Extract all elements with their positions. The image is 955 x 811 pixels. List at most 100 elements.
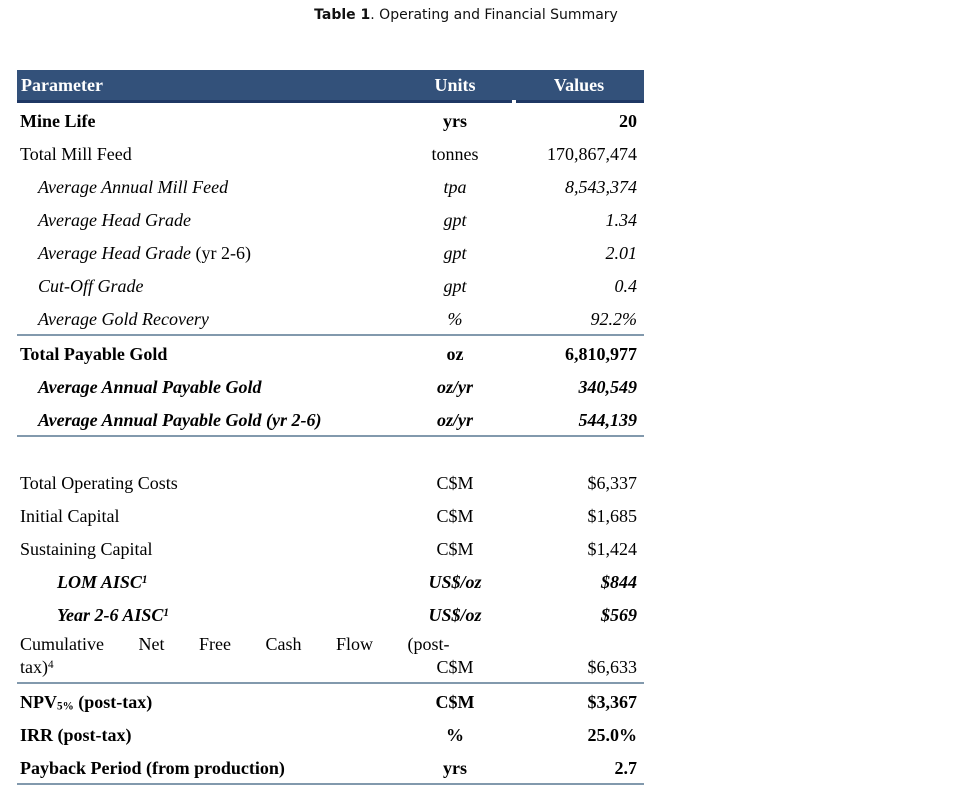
parameter-cell: Sustaining Capital	[17, 535, 396, 565]
section-gap	[17, 437, 644, 465]
table-row: IRR (post-tax)% 25.0%	[17, 717, 644, 750]
values-cell: 6,810,977	[565, 343, 637, 364]
parameter-cell: Total Operating Costs	[17, 469, 396, 499]
column-header-units: Units	[434, 74, 476, 95]
parameter-cell: Payback Period (from production)	[17, 754, 396, 784]
column-header-values: Values	[553, 74, 605, 95]
values-cell: 340,549	[578, 376, 638, 397]
values-cell: $3,367	[587, 691, 638, 712]
units-cell: C$M	[436, 538, 474, 559]
parameter-text: 4	[47, 658, 54, 671]
parameter-text: Total Mill Feed	[20, 143, 132, 164]
units-cell: oz/yr	[437, 376, 473, 397]
table-row: Cumulative Net Free Cash Flow (post-tax)…	[17, 630, 644, 682]
table-title-text: . Operating and Financial Summary	[370, 7, 618, 23]
parameter-cell: Average Head Grade	[17, 206, 396, 236]
units-cell: yrs	[443, 757, 467, 778]
table-body: Mine Life yrs 20 Total Mill Feed tonnes 170,8…	[17, 103, 644, 785]
table-row: NPV5% (post-tax) C$M $3,367	[17, 684, 644, 717]
parameter-text: Cumulative Net Free Cash Flow (post-	[20, 634, 450, 654]
units-cell: US$/oz	[428, 571, 482, 592]
table-row: Total Payable Gold oz 6,810,977	[17, 336, 644, 369]
values-cell: $569	[601, 604, 637, 625]
parameter-cell: Average Annual Mill Feed	[17, 173, 396, 203]
units-cell: gpt	[443, 275, 467, 296]
values-cell: $6,633	[587, 656, 638, 677]
parameter-text: Sustaining Capital	[20, 538, 153, 559]
units-cell: C$M	[436, 656, 474, 677]
parameter-cell: LOM AISC1	[17, 568, 396, 598]
table-row: Sustaining Capital C$M $1,424	[17, 531, 644, 564]
units-cell: oz/yr	[437, 409, 473, 430]
units-cell: US$/oz	[428, 604, 482, 625]
values-cell: 170,867,474	[547, 143, 637, 164]
values-cell: $6,337	[587, 472, 638, 493]
section-divider	[17, 435, 644, 437]
table-row: LOM AISC1 US$/oz $844	[17, 564, 644, 597]
parameter-cell: Average Head Grade (yr 2-6)	[17, 239, 396, 269]
parameter-text: NPV	[20, 691, 57, 712]
table-row: Average Annual Payable Gold (yr 2-6) oz/y…	[17, 402, 644, 435]
parameter-cell: NPV5% (post-tax)	[17, 688, 396, 718]
parameter-text: Payback Period (from production)	[20, 757, 285, 778]
units-cell: gpt	[443, 242, 467, 263]
values-cell: 2.7	[614, 757, 638, 778]
section-divider	[17, 334, 644, 336]
units-cell: %	[447, 308, 463, 329]
parameter-cell: Average Gold Recovery	[17, 305, 396, 335]
units-cell: yrs	[443, 110, 467, 131]
parameter-text: 1	[141, 573, 148, 586]
summary-table: Parameter Units Values Mine Life yrs 20 Tot…	[17, 70, 644, 785]
values-cell: $1,685	[587, 505, 638, 526]
values-cell: 0.4	[614, 275, 638, 296]
parameter-text: Year 2-6 AISC	[57, 604, 164, 625]
table-row: Average Head Grade gpt 1.34	[17, 202, 644, 235]
table-header-row: Parameter Units Values	[17, 70, 644, 103]
parameter-text: 5%	[57, 700, 74, 713]
values-cell: 92.2%	[590, 308, 638, 329]
parameter-text: (post-tax)	[73, 691, 153, 712]
table-row: Average Head Grade (yr 2-6) gpt 2.01	[17, 235, 644, 268]
parameter-text: IRR (post-tax)	[20, 724, 132, 745]
parameter-cell: Mine Life	[17, 107, 396, 137]
parameter-text: Average Annual Payable Gold	[38, 376, 262, 397]
values-cell: $1,424	[587, 538, 638, 559]
parameter-cell: Average Annual Payable Gold	[17, 373, 396, 403]
parameter-cell: Cumulative Net Free Cash Flow (post-tax)…	[17, 630, 490, 682]
units-cell: tonnes	[431, 143, 479, 164]
units-cell: C$M	[436, 505, 474, 526]
table-row: Payback Period (from production) yrs 2.7	[17, 750, 644, 783]
table-row: Year 2-6 AISC1 US$/oz $569	[17, 597, 644, 630]
parameter-cell: Average Annual Payable Gold (yr 2-6)	[17, 406, 396, 436]
values-cell: 544,139	[578, 409, 638, 430]
table-row: Average Annual Payable Gold oz/yr 340,549	[17, 369, 644, 402]
units-cell: gpt	[443, 209, 467, 230]
parameter-text: Average Head Grade	[38, 242, 191, 263]
values-cell: 25.0%	[587, 724, 638, 745]
parameter-cell: IRR (post-tax)	[17, 721, 396, 751]
parameter-text: Mine Life	[20, 110, 96, 131]
values-cell: 20	[619, 110, 637, 131]
table-row: Initial Capital C$M $1,685	[17, 498, 644, 531]
table-row: Mine Life yrs 20	[17, 103, 644, 136]
parameter-text: LOM AISC	[57, 571, 142, 592]
parameter-text: Average Annual Mill Feed	[38, 176, 229, 197]
parameter-text: 1	[163, 606, 169, 619]
units-cell: %	[446, 724, 464, 745]
parameter-text: Average Head Grade	[38, 209, 191, 230]
units-cell: oz	[446, 343, 464, 364]
parameter-text: Average Annual Payable Gold (yr 2-6)	[38, 409, 322, 430]
parameter-cell: Cut-Off Grade	[17, 272, 396, 302]
parameter-cell: Year 2-6 AISC1	[17, 601, 396, 631]
table-title-number: Table 1	[314, 7, 371, 23]
parameter-text: Cut-Off Grade	[38, 275, 144, 296]
parameter-text: Average Gold Recovery	[38, 308, 209, 329]
table-row: Average Annual Mill Feed tpa 8,543,374	[17, 169, 644, 202]
parameter-text: tax)	[20, 656, 48, 677]
section-divider	[17, 783, 644, 785]
values-cell: 2.01	[605, 242, 638, 263]
parameter-text: Initial Capital	[20, 505, 120, 526]
units-cell: C$M	[436, 472, 474, 493]
table-row: Average Gold Recovery% 92.2%	[17, 301, 644, 334]
